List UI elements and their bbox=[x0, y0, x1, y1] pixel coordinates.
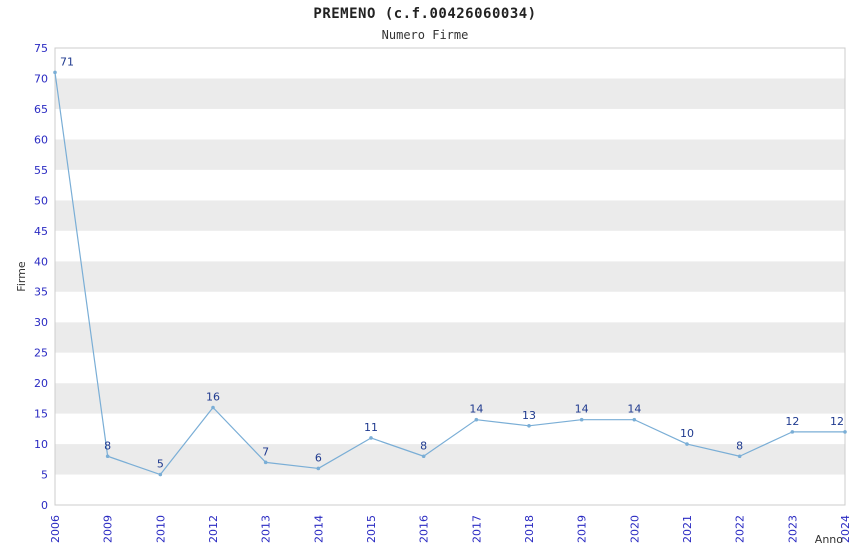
data-value-label: 8 bbox=[104, 439, 111, 452]
x-tick-label: 2021 bbox=[681, 515, 694, 543]
plot-band bbox=[55, 169, 845, 201]
y-tick-label: 60 bbox=[34, 133, 48, 146]
x-tick-label: 2024 bbox=[839, 515, 850, 543]
plot-band bbox=[55, 139, 845, 170]
data-line bbox=[54, 72, 845, 476]
data-point bbox=[263, 460, 268, 465]
data-point bbox=[316, 466, 321, 471]
x-tick-label: 2012 bbox=[207, 515, 220, 543]
x-tick-label: 2022 bbox=[734, 515, 747, 543]
data-point bbox=[632, 417, 637, 422]
data-value-label: 8 bbox=[420, 439, 427, 452]
plot-band bbox=[55, 291, 845, 323]
data-value-label: 16 bbox=[206, 391, 220, 404]
x-tick-label: 2023 bbox=[786, 515, 799, 543]
plot-band bbox=[55, 48, 845, 79]
data-point bbox=[579, 417, 584, 422]
y-tick-label: 75 bbox=[34, 42, 48, 55]
y-tick-label: 35 bbox=[34, 286, 48, 299]
y-tick-label: 45 bbox=[34, 225, 48, 238]
y-tick-label: 0 bbox=[41, 499, 48, 512]
data-value-label: 14 bbox=[469, 403, 483, 416]
y-tick-label: 70 bbox=[34, 72, 48, 85]
plot-band bbox=[55, 474, 845, 505]
x-tick-label: 2010 bbox=[154, 515, 167, 543]
data-value-label: 12 bbox=[830, 415, 844, 428]
data-value-label: 14 bbox=[575, 403, 589, 416]
data-value-label: 13 bbox=[522, 409, 536, 422]
data-point bbox=[737, 454, 742, 459]
y-tick-label: 55 bbox=[34, 164, 48, 177]
y-tick-label: 50 bbox=[34, 194, 48, 207]
data-point bbox=[369, 436, 373, 440]
data-point bbox=[105, 454, 110, 459]
x-tick-label: 2006 bbox=[49, 515, 62, 543]
data-value-label: 11 bbox=[364, 421, 378, 434]
x-axis-title: Anno bbox=[815, 533, 843, 546]
y-tick-label: 10 bbox=[34, 438, 48, 451]
plot-band bbox=[55, 108, 845, 140]
plot-border bbox=[54, 47, 846, 506]
data-point bbox=[685, 442, 689, 446]
plot-band bbox=[55, 261, 845, 292]
y-tick-label: 15 bbox=[34, 408, 48, 421]
x-tick-label: 2018 bbox=[523, 515, 536, 543]
plot-band bbox=[55, 322, 845, 353]
x-tick-label: 2020 bbox=[628, 515, 641, 543]
data-value-label: 5 bbox=[157, 458, 164, 471]
x-tick-label: 2019 bbox=[576, 515, 589, 543]
data-point bbox=[53, 70, 57, 75]
x-tick-label: 2014 bbox=[312, 515, 325, 543]
plot-band bbox=[55, 200, 845, 231]
data-value-label: 14 bbox=[627, 403, 641, 416]
chart-title: PREMENO (c.f.00426060034) bbox=[313, 6, 537, 22]
y-tick-label: 5 bbox=[41, 469, 48, 482]
y-tick-label: 30 bbox=[34, 316, 48, 329]
data-point bbox=[158, 472, 163, 477]
chart-subtitle: Numero Firme bbox=[381, 28, 469, 42]
plot-band bbox=[55, 230, 845, 262]
data-value-label: 6 bbox=[315, 451, 322, 464]
plot-band bbox=[55, 352, 845, 384]
y-tick-label: 40 bbox=[34, 255, 48, 268]
plot-band bbox=[55, 383, 845, 414]
plot-band bbox=[55, 78, 845, 109]
data-point bbox=[474, 417, 479, 422]
data-point bbox=[843, 430, 847, 434]
x-tick-label: 2009 bbox=[102, 515, 115, 543]
y-axis-title: Firme bbox=[15, 261, 28, 292]
data-point bbox=[790, 430, 795, 434]
data-value-label: 7 bbox=[262, 445, 269, 458]
x-tick-label: 2015 bbox=[365, 515, 378, 543]
data-value-label: 10 bbox=[680, 427, 694, 440]
y-tick-label: 65 bbox=[34, 103, 48, 116]
y-tick-label: 20 bbox=[34, 377, 48, 390]
plot-band bbox=[55, 444, 845, 475]
data-point bbox=[527, 423, 531, 428]
data-point bbox=[421, 454, 426, 459]
x-tick-label: 2013 bbox=[260, 515, 273, 543]
plot-band bbox=[55, 413, 845, 445]
x-tick-label: 2017 bbox=[470, 515, 483, 543]
data-point bbox=[211, 405, 215, 410]
data-value-label: 12 bbox=[785, 415, 799, 428]
data-value-label: 8 bbox=[736, 439, 743, 452]
y-tick-label: 25 bbox=[34, 347, 48, 360]
x-tick-label: 2016 bbox=[418, 515, 431, 543]
data-value-label: 71 bbox=[60, 55, 74, 68]
